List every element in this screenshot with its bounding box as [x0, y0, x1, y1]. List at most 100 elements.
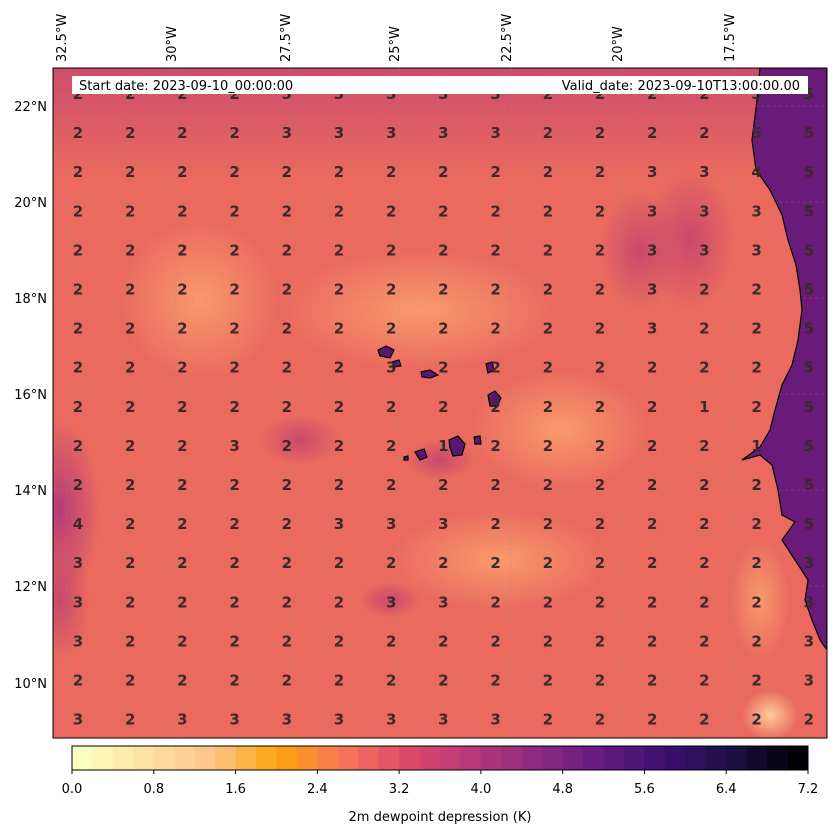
grid-value: 2 [699, 281, 709, 299]
grid-value: 3 [438, 124, 448, 142]
grid-value: 2 [125, 593, 135, 611]
grid-value: 2 [647, 632, 657, 650]
grid-value: 3 [647, 241, 657, 259]
grid-value: 2 [334, 632, 344, 650]
grid-value: 2 [177, 554, 187, 572]
grid-value: 2 [229, 554, 239, 572]
grid-value: 2 [125, 281, 135, 299]
grid-value: 2 [543, 672, 553, 690]
grid-value: 2 [229, 241, 239, 259]
island [448, 435, 466, 457]
grid-value: 2 [282, 320, 292, 338]
lon-label: 20°W [611, 26, 626, 62]
graticule [53, 68, 827, 738]
grid-value: 5 [804, 241, 814, 259]
grid-value: 2 [334, 163, 344, 181]
grid-value: 2 [490, 593, 500, 611]
grid-value: 2 [125, 163, 135, 181]
grid-value: 2 [282, 437, 292, 455]
colorbar-frame [71, 745, 809, 771]
grid-value: 2 [73, 398, 83, 416]
grid-value: 2 [751, 320, 761, 338]
grid-value: 2 [229, 398, 239, 416]
grid-value: 2 [177, 124, 187, 142]
grid-value: 2 [543, 554, 553, 572]
colorbar-segment [276, 746, 298, 770]
grid-value: 2 [177, 476, 187, 494]
grid-value: 2 [699, 359, 709, 377]
colorbar-tick: 1.6 [225, 782, 246, 797]
grid-value: 2 [490, 359, 500, 377]
grid-value: 2 [125, 554, 135, 572]
grid-value: 3 [490, 124, 500, 142]
grid-value: 2 [229, 281, 239, 299]
grid-value: 2 [334, 359, 344, 377]
grid-value: 2 [334, 202, 344, 220]
grid-value: 2 [490, 241, 500, 259]
grid-value: 2 [386, 320, 396, 338]
lat-label: 14°N [14, 484, 47, 499]
grid-value: 2 [751, 593, 761, 611]
lat-label: 18°N [14, 292, 47, 307]
colorbar-segment [337, 746, 359, 770]
grid-value: 4 [751, 163, 761, 181]
grid-value: 5 [804, 202, 814, 220]
grid-value: 2 [751, 554, 761, 572]
grid-value: 2 [543, 711, 553, 729]
grid-value: 2 [177, 359, 187, 377]
colorbar-tick: 0.8 [143, 782, 164, 797]
lon-label: 22.5°W [500, 14, 515, 62]
lon-label: 25°W [388, 26, 403, 62]
lon-label: 17.5°W [723, 14, 738, 62]
island [377, 345, 395, 359]
grid-value: 3 [73, 632, 83, 650]
grid-value: 3 [438, 593, 448, 611]
latitude-labels: 22°N 20°N 18°N 16°N 14°N 12°N 10°N [14, 100, 47, 692]
grid-value: 3 [438, 515, 448, 533]
lat-label: 20°N [14, 196, 47, 211]
grid-value: 3 [282, 124, 292, 142]
colorbar-segment [296, 746, 318, 770]
grid-value: 2 [751, 281, 761, 299]
grid-value: 2 [386, 672, 396, 690]
grid-value: 2 [699, 593, 709, 611]
colorbar-ticks: 0.0 0.8 1.6 2.4 3.2 4.0 4.8 5.6 6.4 7.2 [62, 782, 819, 797]
grid-value: 3 [229, 711, 239, 729]
grid-value: 2 [699, 320, 709, 338]
grid-value: 4 [73, 515, 83, 533]
grid-value: 2 [229, 672, 239, 690]
colorbar-segment [153, 746, 175, 770]
grid-value: 2 [125, 632, 135, 650]
grid-value: 2 [438, 398, 448, 416]
grid-value: 2 [595, 163, 605, 181]
grid-value: 2 [177, 320, 187, 338]
grid-value: 2 [647, 124, 657, 142]
grid-value: 2 [177, 672, 187, 690]
grid-value: 2 [282, 476, 292, 494]
colorbar-segment [112, 746, 134, 770]
grid-value: 2 [334, 593, 344, 611]
grid-value: 2 [386, 632, 396, 650]
grid-value: 2 [386, 437, 396, 455]
grid-value: 2 [386, 476, 396, 494]
grid-value: 2 [543, 163, 553, 181]
grid-value: 3 [438, 711, 448, 729]
grid-value: 2 [229, 476, 239, 494]
grid-value: 2 [490, 320, 500, 338]
island [420, 369, 440, 379]
grid-value: 2 [73, 476, 83, 494]
colorbar-segment [174, 746, 196, 770]
grid-value: 2 [751, 359, 761, 377]
start-date-text: Start date: 2023-09-10_00:00:00 [79, 79, 293, 94]
grid-value: 3 [73, 593, 83, 611]
grid-value: 3 [804, 632, 814, 650]
grid-value: 3 [229, 437, 239, 455]
colorbar-segment [133, 746, 155, 770]
island [391, 359, 402, 368]
grid-value: 5 [804, 476, 814, 494]
grid-value: 2 [438, 476, 448, 494]
grid-value: 2 [334, 241, 344, 259]
grid-value: 2 [334, 554, 344, 572]
grid-value: 2 [229, 124, 239, 142]
